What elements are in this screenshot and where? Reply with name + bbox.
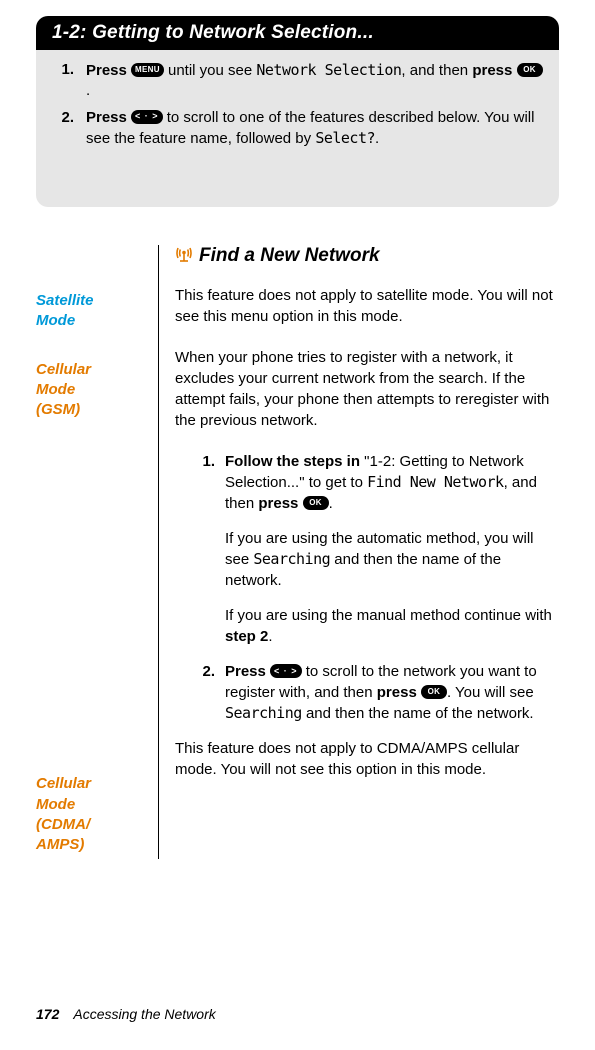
step-number: 1. bbox=[199, 451, 225, 647]
press-label: press bbox=[377, 684, 421, 701]
step-body: Press MENU until you see Network Selecti… bbox=[86, 60, 543, 102]
main-content: Satellite Mode Cellular Mode (GSM) Cellu… bbox=[36, 245, 559, 859]
ok-button-icon: OK bbox=[303, 496, 329, 510]
side-label-gsm: Cellular Mode (GSM) bbox=[36, 360, 158, 421]
press-label: Press bbox=[86, 62, 131, 79]
cdma-text: This feature does not apply to CDMA/AMPS… bbox=[175, 738, 559, 780]
lcd-text: Searching bbox=[253, 550, 330, 568]
step-number: 2. bbox=[199, 661, 225, 724]
step-body: Follow the steps in "1-2: Getting to Net… bbox=[225, 451, 559, 647]
text: and then the name of the network. bbox=[302, 705, 534, 722]
title-bar: 1-2: Getting to Network Selection... bbox=[36, 16, 559, 50]
page-number: 172 bbox=[36, 1006, 59, 1022]
footer-label: Accessing the Network bbox=[73, 1006, 215, 1022]
nav-button-icon: < · > bbox=[131, 110, 163, 124]
side-label-satellite: Satellite Mode bbox=[36, 291, 158, 332]
gsm-steps: 1. Follow the steps in "1-2: Getting to … bbox=[175, 451, 559, 724]
side-label-cdma: Cellular Mode (CDMA/ AMPS) bbox=[36, 774, 158, 855]
text: . bbox=[329, 495, 333, 512]
page-footer: 172 Accessing the Network bbox=[36, 1006, 216, 1022]
text: . bbox=[375, 130, 379, 147]
text: If you are using the manual method conti… bbox=[225, 607, 552, 624]
press-label: press bbox=[258, 495, 302, 512]
step-number: 2. bbox=[52, 108, 86, 150]
satellite-text: This feature does not apply to satellite… bbox=[175, 285, 559, 327]
text: . bbox=[86, 82, 90, 99]
text: . You will see bbox=[447, 684, 534, 701]
step-body: Press < · > to scroll to one of the feat… bbox=[86, 108, 543, 150]
press-label: Press bbox=[86, 109, 131, 126]
menu-button-icon: MENU bbox=[131, 63, 164, 77]
step-body: Press < · > to scroll to the network you… bbox=[225, 661, 559, 724]
gsm-intro-text: When your phone tries to register with a… bbox=[175, 347, 559, 431]
instruction-box: 1. Press MENU until you see Network Sele… bbox=[36, 50, 559, 207]
section-heading: Find a New Network bbox=[175, 245, 559, 267]
press-label: press bbox=[472, 62, 516, 79]
lcd-text: Find New Network bbox=[367, 473, 504, 491]
bold-text: Follow the steps in bbox=[225, 453, 360, 470]
gsm-step-1: 1. Follow the steps in "1-2: Getting to … bbox=[199, 451, 559, 647]
antenna-icon bbox=[175, 245, 193, 265]
right-column: Find a New Network This feature does not… bbox=[158, 245, 559, 859]
ok-button-icon: OK bbox=[421, 685, 447, 699]
nav-button-icon: < · > bbox=[270, 664, 302, 678]
text: . bbox=[268, 628, 272, 645]
step-number: 1. bbox=[52, 60, 86, 102]
lcd-text: Network Selection bbox=[256, 61, 401, 79]
press-label: Press bbox=[225, 663, 270, 680]
top-step-1: 1. Press MENU until you see Network Sele… bbox=[52, 60, 543, 102]
left-column: Satellite Mode Cellular Mode (GSM) Cellu… bbox=[36, 245, 158, 859]
gsm-step-2: 2. Press < · > to scroll to the network … bbox=[199, 661, 559, 724]
text: until you see bbox=[164, 62, 257, 79]
lcd-text: Searching bbox=[225, 704, 302, 722]
text: , and then bbox=[401, 62, 472, 79]
ok-button-icon: OK bbox=[517, 63, 543, 77]
page-container: 1-2: Getting to Network Selection... 1. … bbox=[0, 0, 595, 859]
bold-text: step 2 bbox=[225, 628, 268, 645]
top-step-2: 2. Press < · > to scroll to one of the f… bbox=[52, 108, 543, 150]
lcd-text: Select? bbox=[315, 129, 375, 147]
